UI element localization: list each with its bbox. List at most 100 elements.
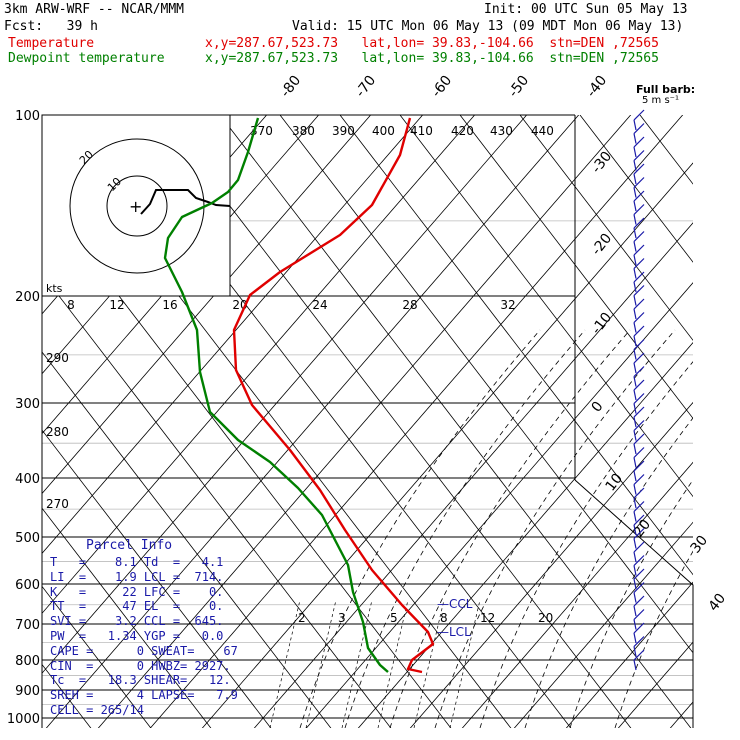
wind-barb-staff: [633, 524, 637, 536]
wind-barb-staff: [633, 308, 637, 320]
parcel-row: T = 8.1 Td = 4.1: [50, 555, 223, 569]
wind-barb-staff: [633, 443, 637, 455]
moist-adiabat: [389, 329, 631, 728]
isotherm-label: -10: [589, 310, 616, 338]
parcel-value-b: 0.: [180, 599, 224, 614]
parcel-field-a: CAPE =: [50, 643, 94, 658]
wind-barb-staff: [633, 268, 637, 279]
parcel-field-b: YGP =: [143, 629, 181, 643]
isotherm: [0, 95, 24, 740]
mixing-ratio-label: 2: [298, 611, 306, 625]
wind-barb-staff: [633, 470, 637, 482]
moist-adiabat: [614, 550, 693, 728]
pressure-label: 500: [15, 531, 40, 546]
isotherm: [461, 461, 693, 728]
parcel-value-b: 714.: [180, 569, 224, 584]
hodograph-center: +: [129, 197, 142, 216]
wind-barb: [633, 393, 645, 404]
parcel-field-a: TT =: [50, 599, 87, 614]
wind-barb: [633, 433, 645, 445]
dewpoint-profile: [163, 117, 389, 673]
moist-adiabat: [569, 479, 693, 728]
pressure-label: 600: [15, 578, 40, 593]
parcel-value-b: 67: [194, 643, 238, 658]
dry-adiabat: [42, 507, 212, 728]
wind-barb: [633, 501, 645, 512]
wind-barb: [633, 609, 645, 620]
wind-barb: [633, 231, 645, 242]
wind-barb-staff: [633, 241, 637, 252]
wind-barb-staff: [633, 362, 637, 374]
theta-label: 420: [451, 124, 474, 138]
mixing-ratio-label: 5: [390, 611, 398, 625]
wind-barb: [633, 366, 645, 377]
wind-scale-label: 28: [402, 298, 417, 312]
wind-barb: [633, 123, 645, 134]
isotherm: [253, 222, 693, 728]
parcel-field-b: HWBZ=: [151, 658, 188, 673]
wind-barb: [633, 109, 645, 121]
wind-barb-staff: [633, 200, 637, 212]
parcel-field-a: K =: [50, 584, 87, 599]
wind-barb: [633, 568, 645, 580]
legend-dewpoint: Dewpoint temperature: [8, 51, 165, 66]
mixing-ratio-line: [269, 599, 301, 728]
moist-adiabat: [299, 329, 541, 728]
pressure-label: 300: [15, 397, 40, 412]
isotherm: [712, 95, 740, 740]
mixing-ratio-line: [449, 599, 481, 728]
lcl-label: —LCL: [437, 625, 471, 639]
wind-barb: [633, 298, 645, 310]
wind-barb-staff: [633, 659, 637, 671]
hodograph-ring-inner: [106, 175, 168, 237]
wind-scale-label: 12: [109, 298, 124, 312]
wind-scale-label: 32: [500, 298, 515, 312]
wind-barb: [633, 285, 645, 296]
theta-label: 280: [46, 425, 69, 439]
isotherm: [45, 115, 580, 728]
parcel-row: SREH = 4 LAPSE= 7.9: [50, 688, 238, 702]
pressure-label: 1000: [7, 712, 40, 727]
parcel-field-a: SVI =: [50, 614, 87, 629]
isotherm-label: -70: [353, 73, 380, 101]
isotherm: [565, 581, 693, 728]
theta-label: 430: [490, 124, 513, 138]
wind-barb: [633, 312, 645, 323]
dry-adiabat: [279, 115, 693, 654]
pressure-label: 200: [15, 290, 40, 305]
wind-barb: [633, 420, 645, 431]
wind-barb-staff: [633, 227, 637, 239]
wind-barb: [633, 460, 645, 472]
pressure-label: 700: [15, 618, 40, 633]
isotherm: [409, 401, 693, 728]
legend-temperature-info: x,y=287.67,523.73 lat,lon= 39.83,-104.66…: [205, 36, 659, 51]
parcel-info-panel: Parcel Info T = 8.1 Td = 4.1 LI = 1.9 LCL…: [44, 538, 238, 728]
mixing-ratio-line: [305, 599, 337, 728]
wind-barb-staff: [633, 254, 637, 266]
dry-adiabat: [159, 115, 632, 728]
wind-barb: [633, 636, 645, 647]
wind-barb: [633, 325, 645, 337]
wind-barb: [633, 177, 645, 188]
wind-barb-staff: [633, 335, 637, 347]
wind-barb-staff: [633, 389, 637, 401]
dry-adiabat: [42, 429, 272, 728]
wind-barb-staff: [633, 646, 637, 657]
theta-label: 390: [332, 124, 355, 138]
wind-barb: [633, 379, 645, 391]
parcel-value-b: 7.9: [194, 688, 238, 703]
isotherm-label: -60: [429, 73, 456, 101]
isotherm-label: -50: [506, 73, 533, 101]
wind-barb-staff: [633, 214, 637, 225]
wind-barb-staff: [633, 592, 637, 603]
wind-barb: [633, 528, 645, 539]
valid-time: Valid: 15 UTC Mon 06 May 13 (09 MDT Mon …: [292, 19, 684, 34]
dry-adiabat: [579, 115, 693, 263]
dry-adiabat: [42, 351, 332, 728]
plot-border-lower: [574, 479, 694, 728]
dry-adiabat: [42, 273, 392, 728]
wind-barb-staff: [633, 457, 637, 468]
mixing-ratio-line: [341, 599, 373, 728]
wind-barb-staff: [633, 295, 637, 306]
hodograph-box: [41, 114, 231, 297]
